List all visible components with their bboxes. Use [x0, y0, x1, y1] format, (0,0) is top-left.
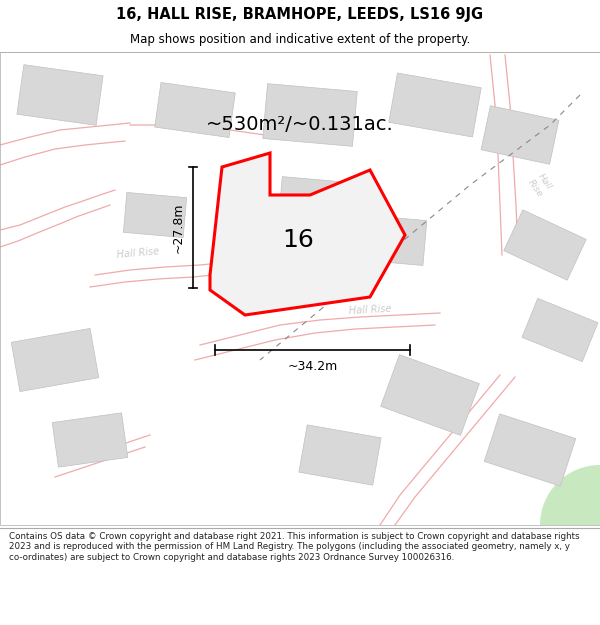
Bar: [353, 214, 427, 266]
Text: 16, HALL RISE, BRAMHOPE, LEEDS, LS16 9JG: 16, HALL RISE, BRAMHOPE, LEEDS, LS16 9JG: [116, 7, 484, 22]
Bar: [299, 425, 381, 485]
Bar: [52, 413, 128, 467]
Bar: [484, 414, 576, 486]
Text: Map shows position and indicative extent of the property.: Map shows position and indicative extent…: [130, 32, 470, 46]
Bar: [124, 192, 187, 238]
Bar: [380, 354, 479, 436]
Text: Hall Rise: Hall Rise: [116, 246, 160, 260]
Bar: [522, 298, 598, 362]
Bar: [263, 84, 357, 146]
Bar: [481, 106, 559, 164]
Text: Hall Rise: Hall Rise: [349, 304, 392, 316]
Text: Contains OS data © Crown copyright and database right 2021. This information is : Contains OS data © Crown copyright and d…: [9, 532, 580, 562]
Bar: [389, 73, 481, 137]
Text: Hall
Rise: Hall Rise: [527, 172, 553, 198]
Text: ~34.2m: ~34.2m: [287, 360, 338, 373]
Bar: [17, 64, 103, 126]
Text: 16: 16: [282, 228, 314, 252]
Text: ~27.8m: ~27.8m: [172, 202, 185, 252]
Bar: [278, 177, 362, 233]
Polygon shape: [210, 153, 405, 315]
Text: ~530m²/~0.131ac.: ~530m²/~0.131ac.: [206, 116, 394, 134]
Wedge shape: [540, 465, 600, 525]
Bar: [11, 328, 99, 392]
Bar: [504, 210, 586, 280]
Bar: [155, 82, 235, 138]
